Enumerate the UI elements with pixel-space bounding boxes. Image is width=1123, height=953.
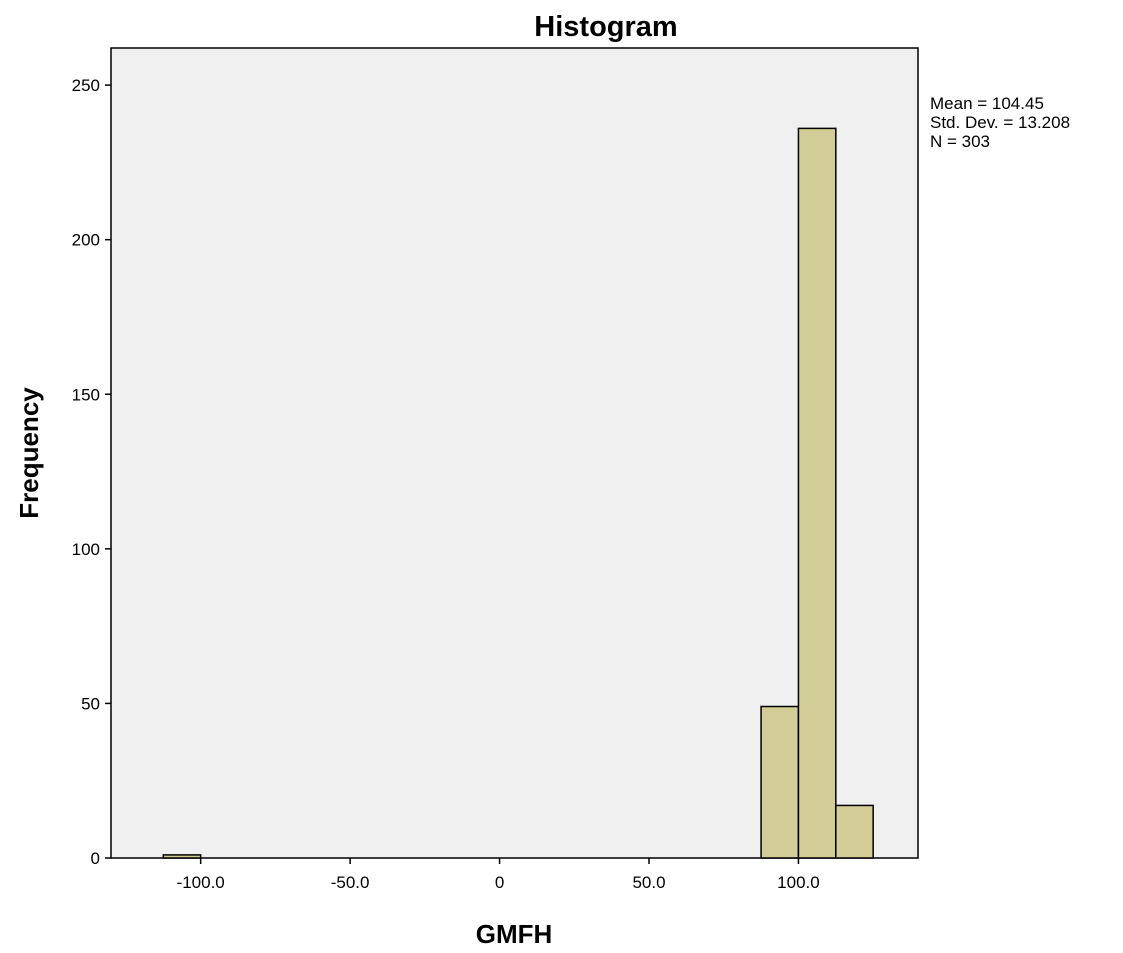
x-tick-label: 0 <box>495 873 504 892</box>
y-tick-label: 0 <box>91 849 100 868</box>
y-tick-label: 150 <box>72 385 100 404</box>
stats-line: N = 303 <box>930 132 990 151</box>
histogram-bar <box>760 705 800 859</box>
x-tick-label: -100.0 <box>177 873 225 892</box>
y-tick-label: 100 <box>72 540 100 559</box>
stats-line: Std. Dev. = 13.208 <box>930 113 1070 132</box>
histogram-bar <box>835 804 874 859</box>
x-tick-label: 100.0 <box>777 873 820 892</box>
stats-line: Mean = 104.45 <box>930 94 1044 113</box>
x-axis-label: GMFH <box>476 919 553 949</box>
histogram-bar <box>797 127 837 859</box>
y-tick-label: 200 <box>72 231 100 250</box>
y-tick-label: 250 <box>72 76 100 95</box>
y-tick-label: 50 <box>81 694 100 713</box>
histogram-bar <box>162 854 202 859</box>
x-tick-label: -50.0 <box>331 873 370 892</box>
chart-title: Histogram <box>534 11 677 43</box>
x-tick-label: 50.0 <box>632 873 665 892</box>
y-axis-label: Frequency <box>14 387 44 519</box>
